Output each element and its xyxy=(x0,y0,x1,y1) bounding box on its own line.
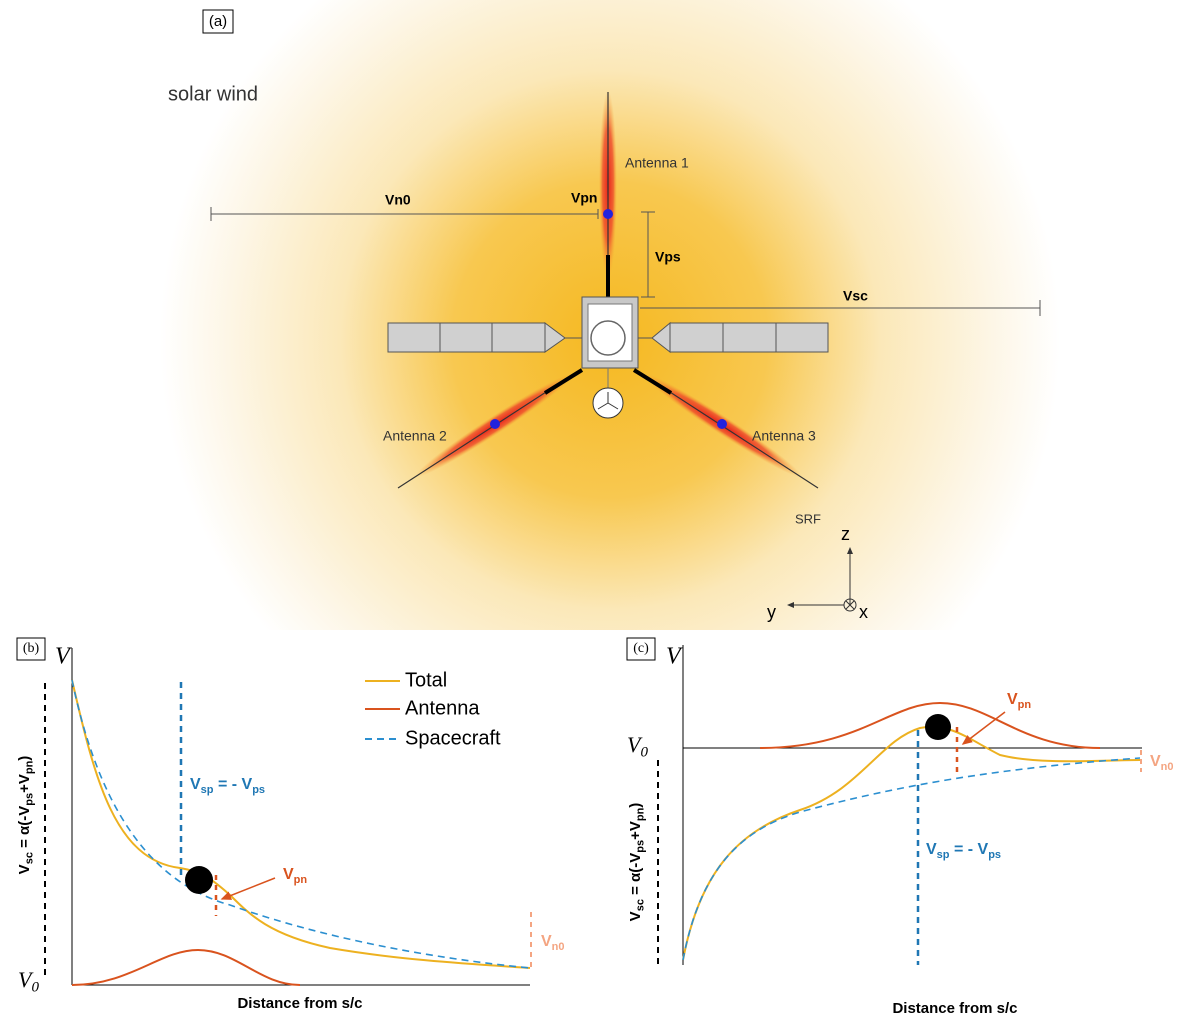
antenna-curve xyxy=(72,950,300,985)
label-part: +V xyxy=(16,774,33,793)
antenna-label: Antenna 1 xyxy=(625,155,689,171)
legend-label: Antenna xyxy=(405,697,480,719)
x-axis-label: Distance from s/c xyxy=(892,1000,1017,1017)
probe xyxy=(717,419,727,429)
axis-label: y xyxy=(767,602,776,622)
label-part: V xyxy=(190,776,201,793)
axis-label: x xyxy=(859,602,868,622)
origin-label: V0 xyxy=(18,967,39,996)
vpn-arrow xyxy=(963,712,1005,744)
label-part: V xyxy=(627,911,644,921)
panel-label: (b) xyxy=(23,641,40,656)
subscript: pn xyxy=(634,807,646,821)
probe xyxy=(603,209,613,219)
label-part: V xyxy=(1007,691,1018,708)
figure: (a) solar wind Vn0 Vpn Vps Vsc Antenna 1… xyxy=(0,0,1190,1021)
probe xyxy=(490,419,500,429)
spacecraft-curve xyxy=(72,680,530,968)
subscript: pn xyxy=(1018,699,1032,711)
label-part: V xyxy=(283,866,294,883)
vn0-label: Vn0 xyxy=(1150,753,1174,772)
potential-label: Vps xyxy=(655,249,681,265)
panel-a: (a) solar wind Vn0 Vpn Vps Vsc Antenna 1… xyxy=(160,0,1060,630)
potential-label: Vpn xyxy=(571,190,597,206)
subscript: pn xyxy=(23,760,35,774)
label-part: ) xyxy=(627,803,644,808)
panel-c: (c) V V0 Vsc = α(-Vps+Vpn) Vsp = - Vps V… xyxy=(627,638,1174,1017)
subscript: n0 xyxy=(1161,761,1174,773)
label-part: V xyxy=(16,864,33,874)
label-part: V xyxy=(541,933,552,950)
label-part: = - V xyxy=(950,841,989,858)
subscript: sp xyxy=(201,784,214,796)
subscript: 0 xyxy=(640,745,648,761)
vpn-arrow xyxy=(222,878,275,899)
total-curve xyxy=(72,680,530,968)
subscript: ps xyxy=(634,840,646,853)
panel-b: (b) V V0 Vsc = α(-Vps+Vpn) Vsp = - Vps V… xyxy=(16,638,565,1012)
subscript: pn xyxy=(294,874,308,886)
subscript: ps xyxy=(988,849,1001,861)
antenna-label: Antenna 3 xyxy=(752,428,816,444)
vn0-label: Vn0 xyxy=(541,933,565,952)
subscript: ps xyxy=(23,793,35,806)
label-part: ) xyxy=(16,756,33,761)
frame-label: SRF xyxy=(795,511,821,526)
vsp-label: Vsp = - Vps xyxy=(190,776,265,795)
medium-label: solar wind xyxy=(168,83,258,105)
label-part: V xyxy=(926,841,937,858)
x-axis-label: Distance from s/c xyxy=(237,995,362,1012)
legend-label: Total xyxy=(405,669,447,691)
panel-label: (c) xyxy=(633,641,649,656)
label-part: = α(-V xyxy=(16,806,33,852)
y-axis-label: V xyxy=(55,644,72,670)
potential-label: Vsc xyxy=(843,288,868,304)
axis-label: z xyxy=(841,524,850,544)
vsc-label: Vsc = α(-Vps+Vpn) xyxy=(627,803,646,922)
spacecraft-antenna-dish xyxy=(591,321,625,355)
subscript: 0 xyxy=(31,980,39,996)
subscript: n0 xyxy=(552,941,565,953)
probe xyxy=(925,714,951,740)
label-part: V xyxy=(1150,753,1161,770)
spacecraft-curve xyxy=(683,758,1140,960)
label-part: +V xyxy=(627,821,644,840)
subscript: sc xyxy=(23,852,35,864)
panel-label: (a) xyxy=(209,13,227,30)
y-axis-label: V xyxy=(666,644,683,670)
origin-label: V0 xyxy=(627,732,648,761)
subscript: sc xyxy=(634,899,646,911)
vpn-label: Vpn xyxy=(283,866,307,885)
total-curve xyxy=(683,727,1140,960)
subscript: sp xyxy=(937,849,950,861)
vpn-label: Vpn xyxy=(1007,691,1031,710)
antenna-label: Antenna 2 xyxy=(383,428,447,444)
potential-label: Vn0 xyxy=(385,192,411,208)
legend-label: Spacecraft xyxy=(405,727,501,749)
vsc-label: Vsc = α(-Vps+Vpn) xyxy=(16,756,35,875)
label-part: = - V xyxy=(214,776,253,793)
vsp-label: Vsp = - Vps xyxy=(926,841,1001,860)
subscript: ps xyxy=(252,784,265,796)
label-part: = α(-V xyxy=(627,853,644,899)
probe xyxy=(185,866,213,894)
